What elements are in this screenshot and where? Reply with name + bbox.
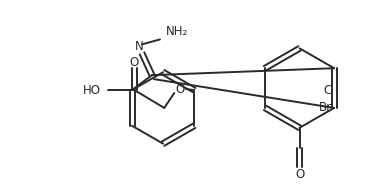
- Text: C: C: [323, 84, 331, 96]
- Text: NH₂: NH₂: [166, 25, 188, 38]
- Text: O: O: [295, 168, 304, 181]
- Text: O: O: [130, 56, 139, 69]
- Text: Br: Br: [319, 101, 332, 114]
- Text: N: N: [135, 40, 143, 53]
- Text: O: O: [176, 83, 185, 96]
- Text: HO: HO: [83, 84, 101, 96]
